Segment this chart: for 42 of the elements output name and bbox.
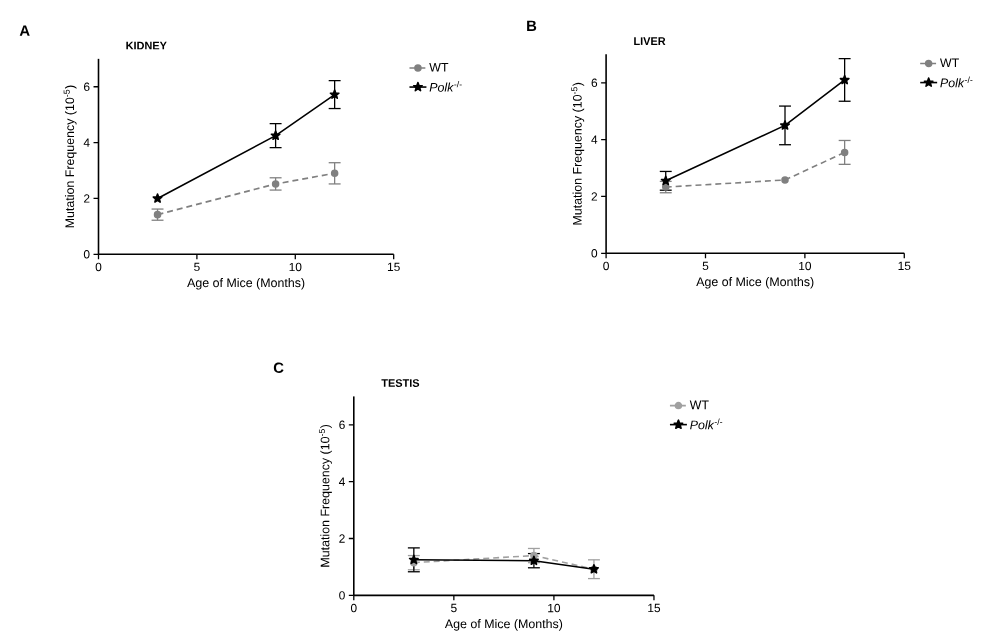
x-tick-label: 5: [702, 261, 709, 270]
y-tick-label: 0: [591, 248, 598, 258]
x-tick-label: 10: [799, 261, 812, 271]
chart-title: KIDNEY: [126, 41, 167, 50]
y-axis-title: Mutation Frequency (10$^{-5}$): [571, 82, 585, 225]
y-tick-label: 6: [591, 78, 598, 87]
y-tick-label: 4: [83, 138, 90, 147]
legend-label: Polk$^{-/-}$: [690, 418, 723, 430]
y-tick-label: 2: [591, 192, 598, 201]
x-axis-title: Age of Mice (Months): [187, 277, 305, 290]
legend-label: WT: [939, 58, 959, 67]
legend-label: WT: [689, 400, 709, 410]
x-tick-label: 0: [95, 262, 102, 272]
legend-label: WT: [429, 62, 449, 72]
legend-label: Polk$^{-/-}$: [429, 80, 462, 92]
x-tick-label: 10: [289, 262, 302, 272]
y-tick-label: 2: [339, 534, 345, 543]
x-axis-title: Age of Mice (Months): [696, 276, 814, 289]
chart-title: TESTIS: [381, 379, 420, 387]
chart-title: LIVER: [634, 37, 666, 45]
x-tick-label: 15: [898, 261, 911, 270]
y-tick-label: 0: [83, 249, 90, 259]
x-tick-label: 0: [350, 603, 357, 613]
text: C: [273, 362, 284, 373]
y-tick-label: 4: [338, 477, 345, 486]
x-axis-title: Age of Mice (Months): [444, 618, 563, 631]
y-tick-label: 0: [339, 591, 345, 600]
y-tick-label: 4: [591, 135, 598, 144]
x-tick-label: 5: [194, 262, 200, 271]
legend-label: Polk$^{-/-}$: [940, 76, 973, 88]
text: B: [527, 20, 537, 31]
x-tick-label: 15: [387, 262, 400, 271]
y-axis-title: Mutation Frequency (10$^{-5}$): [318, 424, 332, 567]
x-tick-label: 5: [451, 603, 457, 613]
x-tick-label: 0: [603, 261, 609, 271]
y-axis-title: Mutation Frequency (10$^{-5}$): [63, 85, 77, 228]
y-tick-label: 6: [84, 82, 90, 91]
y-tick-label: 2: [83, 194, 90, 203]
x-tick-label: 10: [548, 603, 561, 613]
x-tick-label: 15: [648, 603, 661, 613]
text: A: [19, 25, 30, 36]
y-tick-label: 6: [339, 420, 345, 429]
